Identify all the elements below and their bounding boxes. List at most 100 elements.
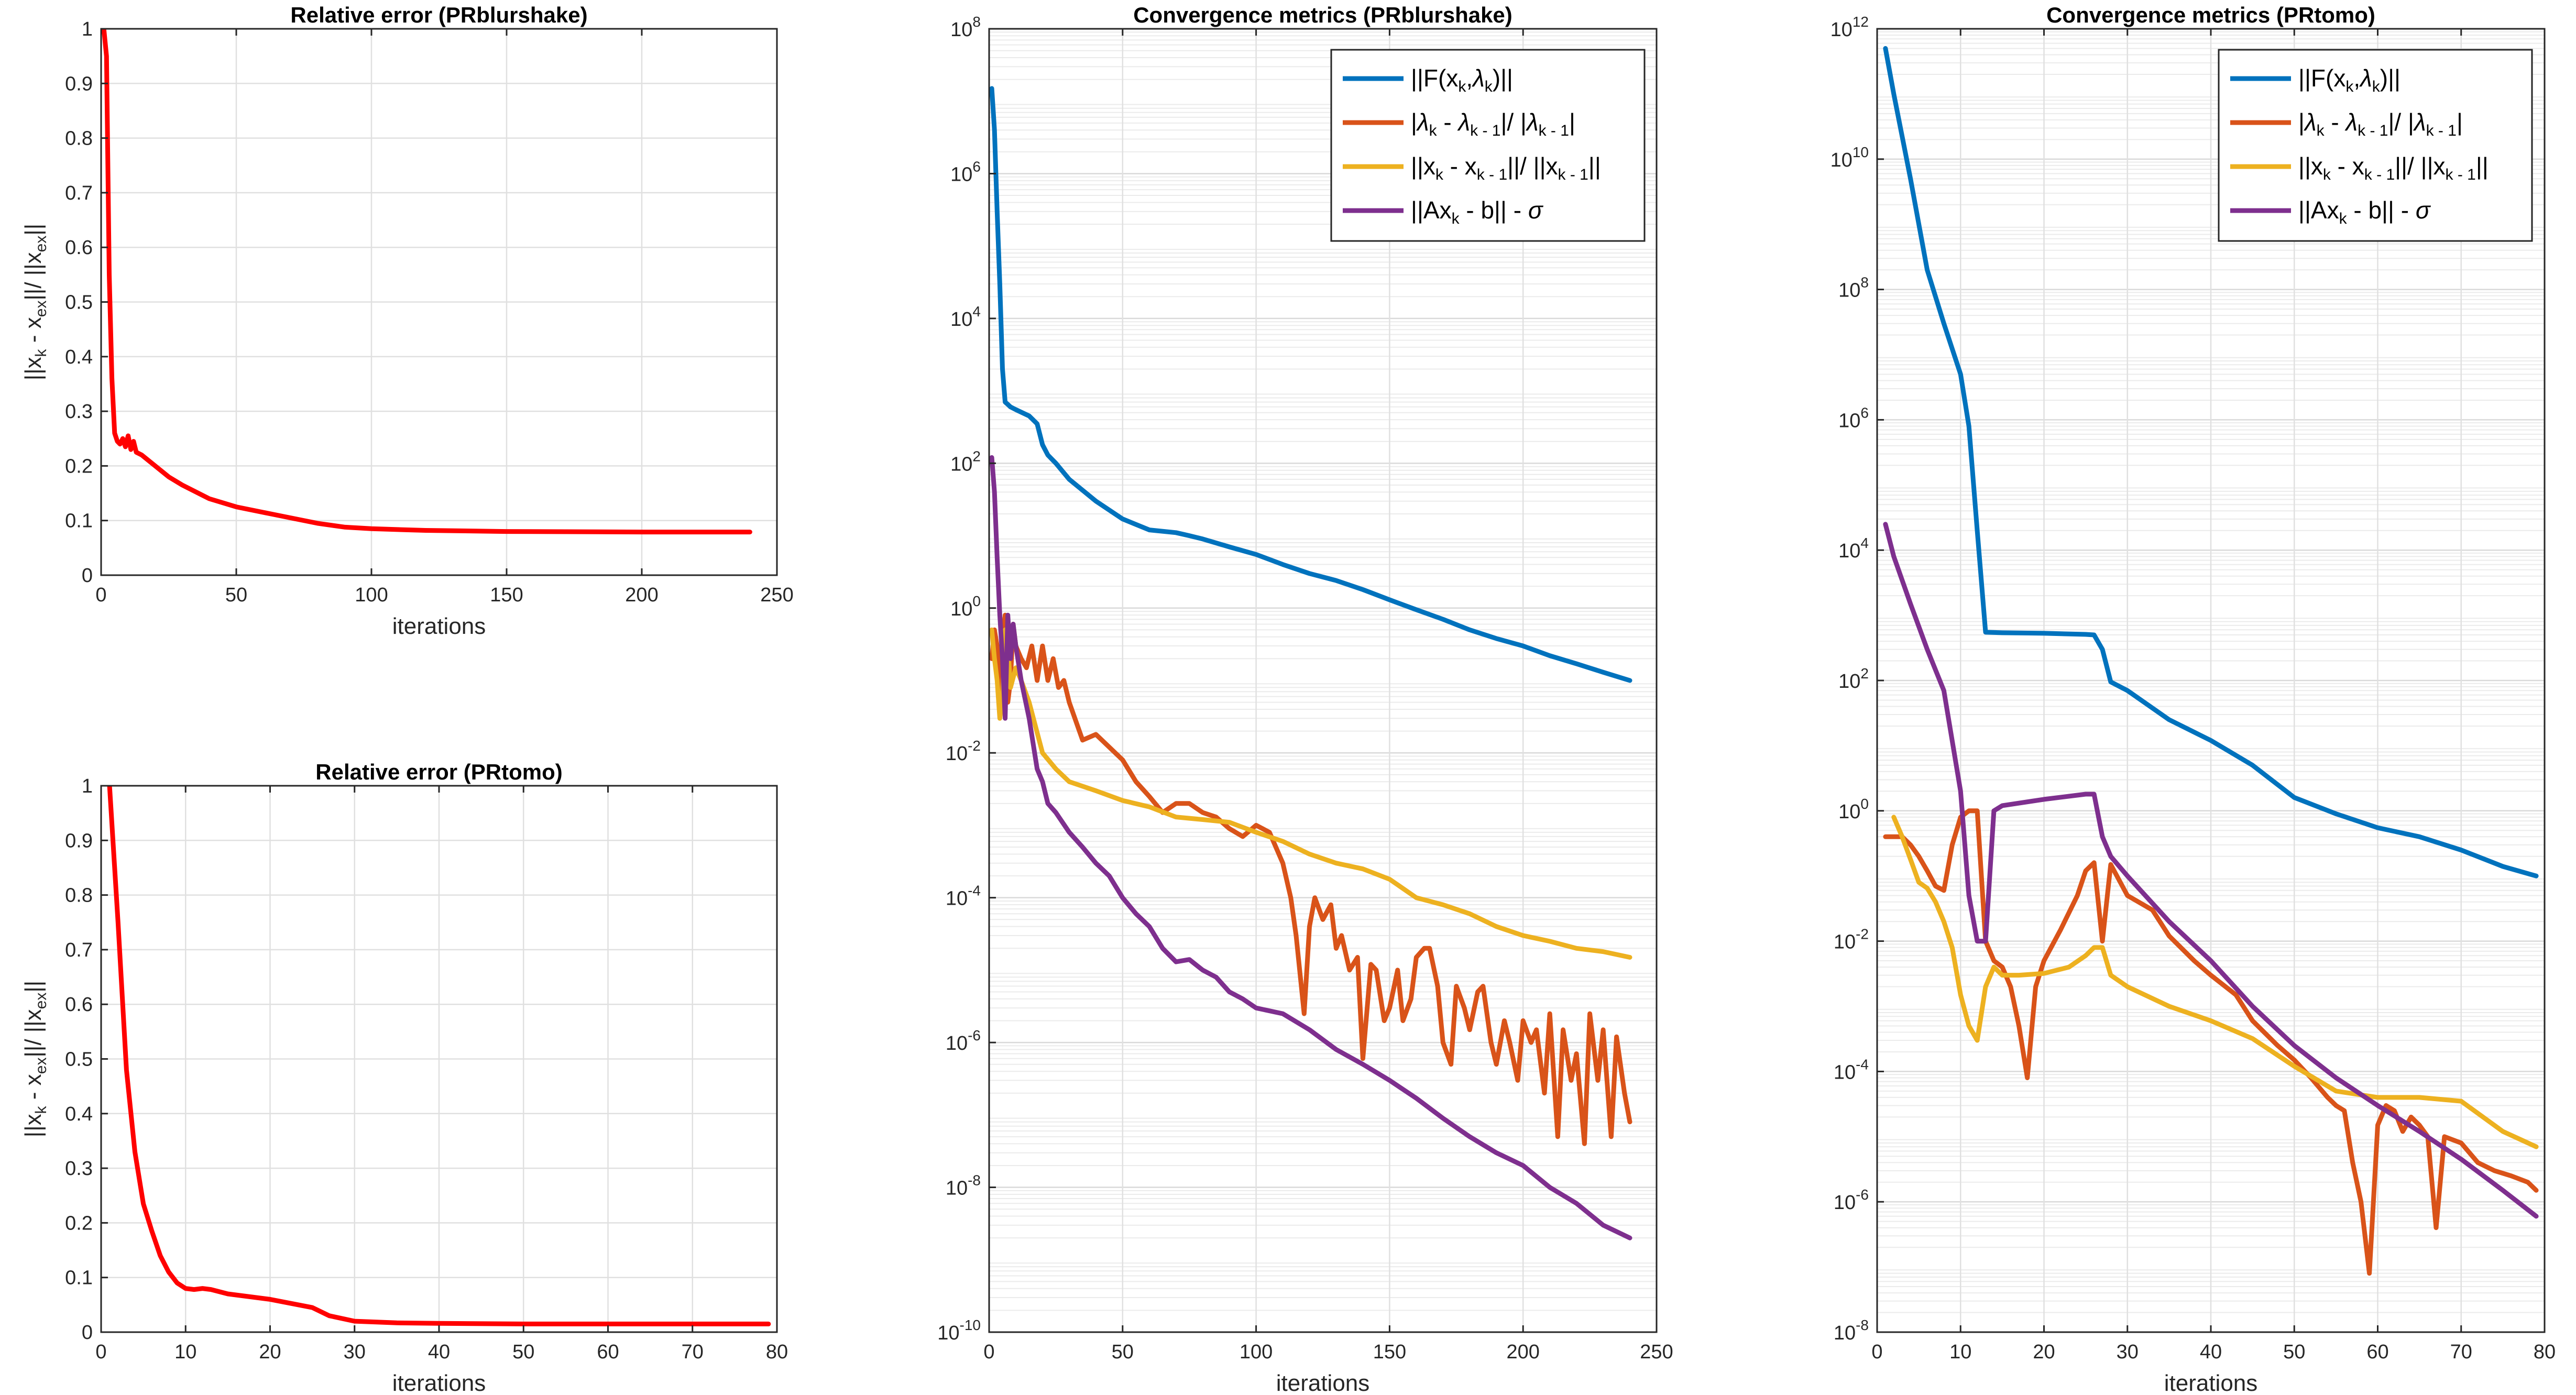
legend-entry: |λk - λk - 1|/ |λk - 1| <box>2298 108 2463 139</box>
x-tick-label: 50 <box>2283 1341 2305 1363</box>
x-tick-label: 60 <box>597 1341 619 1363</box>
series-line <box>101 29 752 535</box>
legend-entry: ||xk - xk - 1||/ ||xk - 1|| <box>2298 152 2489 183</box>
x-tick-label: 60 <box>2366 1341 2388 1363</box>
series-line <box>989 455 1632 1240</box>
series-group <box>101 29 752 535</box>
y-tick-label: 0.2 <box>65 1212 93 1234</box>
axes-box <box>988 28 1658 1333</box>
y-tick-label: 1 <box>82 18 93 40</box>
y-tick-label: 100 <box>1838 796 1869 823</box>
y-tick-label: 0.8 <box>65 128 93 150</box>
y-tick-label: 10-8 <box>946 1172 981 1200</box>
x-tick-label: 30 <box>344 1341 366 1363</box>
x-tick-label: 10 <box>174 1341 196 1363</box>
x-tick-label: 100 <box>1240 1341 1273 1363</box>
chart-p4: 0 10 20 30 40 50 60 70 80 10-8 10-6 10-4 10-2 100 102 1… <box>1830 3 2556 1395</box>
legend: ||F(xk,λk)|| |λk - λk - 1|/ |λk - 1| ||xk … <box>2218 49 2533 242</box>
y-tick-label: 0.6 <box>65 237 93 259</box>
y-tick-label: 0.4 <box>65 1103 93 1125</box>
chart-p1: 0 50 100 150 200 250 0 0.1 0.2 0.3 0.4 0.5 0.6 0.7 0.8… <box>20 3 794 639</box>
legend-box <box>2218 49 2533 242</box>
x-tick-label: 80 <box>2534 1341 2556 1363</box>
legend-entry: ||Axk - b|| - σ <box>2298 196 2431 227</box>
y-tick-label: 0 <box>82 565 93 587</box>
y-tick-label: 104 <box>1838 535 1869 562</box>
y-tick-label: 108 <box>1838 274 1869 302</box>
series-line <box>1883 46 2539 878</box>
y-tick-label: 10-10 <box>937 1317 981 1344</box>
y-tick-label: 0.9 <box>65 73 93 95</box>
y-tick-label: 0.9 <box>65 830 93 852</box>
y-tick-label: 0.7 <box>65 182 93 204</box>
series-group <box>1883 46 2539 1276</box>
series-line <box>989 86 1632 683</box>
x-axis-label: iterations <box>392 1370 486 1395</box>
y-tick-label: 0.3 <box>65 401 93 423</box>
x-tick-label: 40 <box>2200 1341 2222 1363</box>
y-tick-label: 1 <box>82 775 93 797</box>
chart-title: Relative error (PRblurshake) <box>290 3 587 27</box>
chart-title: Convergence metrics (PRblurshake) <box>1133 3 1512 27</box>
x-tick-label: 50 <box>1112 1341 1134 1363</box>
x-axis-label: iterations <box>2164 1370 2258 1395</box>
chart-p2: 0 10 20 30 40 50 60 70 80 0 0.1 0.2 0.3 0.4 0.5 0.6 0.7 0… <box>20 760 788 1395</box>
x-tick-label: 0 <box>983 1341 994 1363</box>
y-tick-label: 1010 <box>1830 144 1869 171</box>
chart-p3: 0 50 100 150 200 250 10-10 10-8 10-6 10-4 10-2 100 1… <box>937 3 1673 1395</box>
y-tick-label: 10-4 <box>946 883 981 910</box>
x-tick-label: 250 <box>1640 1341 1673 1363</box>
legend-entry: ||xk - xk - 1||/ ||xk - 1|| <box>1411 152 1601 183</box>
y-tick-label: 104 <box>950 303 981 331</box>
x-tick-label: 40 <box>428 1341 450 1363</box>
y-tick-label: 10-6 <box>946 1027 981 1055</box>
y-axis-label: ||xk - xex||/ ||xex|| <box>20 981 50 1137</box>
y-tick-label: 10-4 <box>1834 1056 1869 1083</box>
x-axis-label: iterations <box>392 613 486 639</box>
x-tick-label: 10 <box>1949 1341 1971 1363</box>
y-tick-label: 108 <box>950 14 981 41</box>
y-tick-label: 10-6 <box>1834 1187 1869 1214</box>
y-tick-label: 106 <box>950 158 981 185</box>
y-tick-label: 0.1 <box>65 1267 93 1289</box>
grid <box>1876 28 2546 1333</box>
series-line <box>1891 815 2539 1149</box>
y-tick-label: 0.3 <box>65 1158 93 1180</box>
x-tick-label: 50 <box>512 1341 534 1363</box>
x-tick-label: 200 <box>625 584 658 606</box>
legend-entry: |λk - λk - 1|/ |λk - 1| <box>1411 108 1575 139</box>
series-group <box>107 786 771 1326</box>
chart-title: Convergence metrics (PRtomo) <box>2046 3 2375 27</box>
series-line <box>1883 522 2539 1219</box>
y-tick-label: 0.7 <box>65 939 93 961</box>
legend: ||F(xk,λk)|| |λk - λk - 1|/ |λk - 1| ||xk … <box>1330 49 1646 242</box>
y-tick-label: 0.1 <box>65 510 93 532</box>
y-tick-label: 0 <box>82 1322 93 1344</box>
legend-entry: ||F(xk,λk)|| <box>2298 64 2400 95</box>
y-tick-label: 102 <box>1838 665 1869 693</box>
y-tick-label: 0.5 <box>65 1049 93 1071</box>
x-tick-label: 80 <box>766 1341 788 1363</box>
x-tick-label: 200 <box>1506 1341 1539 1363</box>
x-tick-label: 30 <box>2117 1341 2139 1363</box>
x-tick-label: 20 <box>259 1341 281 1363</box>
y-tick-label: 106 <box>1838 404 1869 432</box>
series-line <box>989 612 1632 1146</box>
y-tick-label: 1012 <box>1830 14 1869 41</box>
y-tick-label: 0.8 <box>65 885 93 907</box>
series-line <box>107 786 771 1326</box>
x-tick-label: 70 <box>682 1341 704 1363</box>
x-tick-label: 0 <box>1871 1341 1882 1363</box>
grid <box>988 28 1658 1333</box>
series-group <box>989 86 1632 1240</box>
y-tick-label: 100 <box>950 593 981 620</box>
y-tick-label: 102 <box>950 448 981 475</box>
legend-entry: ||F(xk,λk)|| <box>1411 64 1513 95</box>
y-tick-label: 10-8 <box>1834 1317 1869 1344</box>
x-tick-label: 50 <box>225 584 247 606</box>
x-tick-label: 70 <box>2450 1341 2472 1363</box>
y-tick-label: 10-2 <box>946 738 981 765</box>
plot-area <box>989 29 1657 1332</box>
legend-entry: ||Axk - b|| - σ <box>1411 196 1544 227</box>
